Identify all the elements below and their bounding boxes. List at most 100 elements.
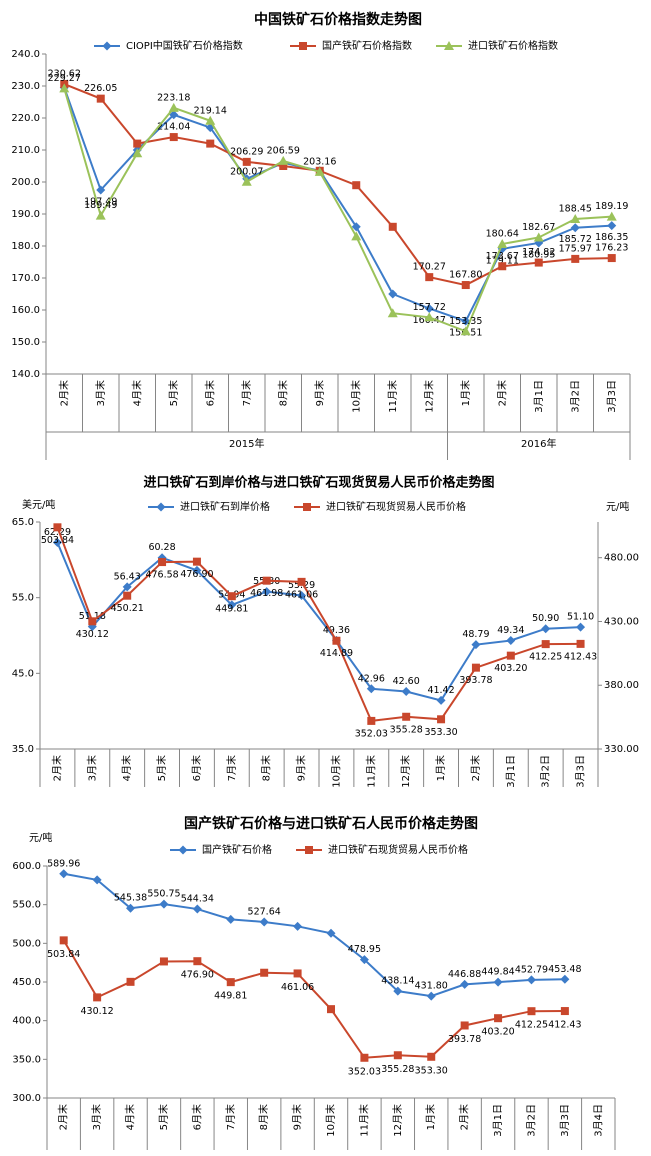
value-label: 230.62 xyxy=(48,69,81,80)
data-point xyxy=(126,903,136,913)
x-tick-label: 9月末 xyxy=(291,1104,304,1130)
data-point xyxy=(471,640,481,650)
data-point xyxy=(332,636,341,645)
y2-tick-label: 380.00 xyxy=(604,680,639,691)
value-label: 153.35 xyxy=(449,316,482,327)
data-point xyxy=(192,565,202,575)
value-label: 527.64 xyxy=(248,906,281,917)
value-label: 412.43 xyxy=(548,1020,581,1031)
data-point xyxy=(360,1053,369,1062)
data-point xyxy=(159,899,169,909)
data-point xyxy=(401,686,411,696)
y-tick-label: 550.0 xyxy=(12,900,41,911)
value-label: 51.18 xyxy=(79,611,106,622)
data-point xyxy=(192,904,202,914)
value-label: 545.38 xyxy=(114,893,147,904)
x-tick-label: 12月末 xyxy=(399,755,412,788)
data-point xyxy=(506,635,516,645)
value-label: 449.81 xyxy=(214,991,247,1002)
y-tick-label: 35.0 xyxy=(12,744,34,755)
value-label: 544.34 xyxy=(181,894,214,905)
legend-label: 国产铁矿石价格 xyxy=(202,843,272,856)
value-label: 550.75 xyxy=(147,889,180,900)
value-label: 51.10 xyxy=(567,612,594,623)
data-point xyxy=(169,133,178,142)
data-point xyxy=(425,273,434,282)
data-point xyxy=(576,622,586,632)
data-point xyxy=(393,1051,402,1060)
x-tick-label: 10月末 xyxy=(329,755,342,788)
data-point xyxy=(279,162,288,170)
y-tick-label: 160.0 xyxy=(11,305,40,316)
value-label: 353.30 xyxy=(424,727,457,738)
series-line xyxy=(63,87,612,323)
data-point xyxy=(402,712,411,721)
data-point xyxy=(359,955,369,965)
data-point xyxy=(526,975,536,985)
value-label: 476.90 xyxy=(181,970,214,981)
chart-title: 国产铁矿石价格与进口铁矿石人民币价格走势图 xyxy=(184,815,478,832)
value-label: 175.97 xyxy=(559,243,592,254)
y-tick-label: 500.0 xyxy=(12,938,41,949)
data-point xyxy=(205,115,216,125)
value-label: 461.06 xyxy=(285,589,318,600)
y2-tick-label: 330.00 xyxy=(604,744,639,755)
data-point xyxy=(159,957,168,966)
y-tick-label: 450.0 xyxy=(12,977,41,988)
data-point xyxy=(52,538,62,548)
value-label: 176.23 xyxy=(595,243,628,254)
data-point xyxy=(387,308,398,318)
value-label: 186.35 xyxy=(595,232,628,243)
value-label: 226.05 xyxy=(84,83,117,94)
data-point xyxy=(424,312,435,322)
x-tick-label: 11月末 xyxy=(364,755,377,788)
data-point xyxy=(314,166,325,176)
data-point xyxy=(493,977,503,987)
data-point xyxy=(168,102,179,112)
legend-label: CIOPI中国铁矿石价格指数 xyxy=(126,39,243,52)
value-label: 403.20 xyxy=(481,1027,514,1038)
data-point xyxy=(494,1014,503,1023)
x-tick-label: 3月1日 xyxy=(533,380,545,413)
legend-label: 国产铁矿石价格指数 xyxy=(322,39,412,52)
data-point xyxy=(570,213,581,223)
value-label: 461.06 xyxy=(281,982,314,993)
x-tick-label: 3月末 xyxy=(85,755,98,781)
series-line xyxy=(63,83,612,287)
data-point xyxy=(227,592,236,601)
series-line xyxy=(56,526,581,722)
data-point xyxy=(126,977,135,986)
y-tick-label: 300.0 xyxy=(12,1093,41,1104)
x-tick-label: 5月末 xyxy=(155,755,168,781)
data-point xyxy=(96,94,105,103)
x-tick-label: 3月1日 xyxy=(505,755,517,788)
value-label: 431.80 xyxy=(415,981,448,992)
value-label: 229.27 xyxy=(48,73,81,84)
y-tick-label: 180.0 xyxy=(11,241,40,252)
y-tick-label: 400.0 xyxy=(12,1016,41,1027)
value-label: 355.28 xyxy=(390,724,423,735)
legend-marker xyxy=(444,41,454,50)
data-point xyxy=(541,624,551,634)
value-label: 478.95 xyxy=(348,944,381,955)
data-point xyxy=(96,185,106,195)
value-label: 206.29 xyxy=(230,146,263,157)
value-label: 223.18 xyxy=(157,92,190,103)
x-tick-label: 11月末 xyxy=(357,1104,370,1137)
y2-tick-label: 480.00 xyxy=(604,553,639,564)
data-point xyxy=(92,875,102,885)
x-tick-label: 4月末 xyxy=(120,755,133,781)
y-tick-label: 140.0 xyxy=(11,369,40,380)
y-tick-label: 200.0 xyxy=(11,177,40,188)
data-point xyxy=(278,155,289,165)
data-point xyxy=(533,232,544,242)
legend-label: 进口铁矿石现货贸易人民币价格 xyxy=(328,843,468,856)
y-unit: 美元/吨 xyxy=(22,498,55,511)
group-label: 2016年 xyxy=(521,437,556,450)
y2-unit: 元/吨 xyxy=(606,500,629,513)
chart-title: 进口铁矿石到岸价格与进口铁矿石现货贸易人民币价格走势图 xyxy=(143,475,494,491)
x-tick-label: 10月末 xyxy=(324,1104,337,1137)
x-tick-label: 4月末 xyxy=(124,1104,137,1130)
legend-marker xyxy=(102,41,112,51)
data-point xyxy=(607,254,616,263)
